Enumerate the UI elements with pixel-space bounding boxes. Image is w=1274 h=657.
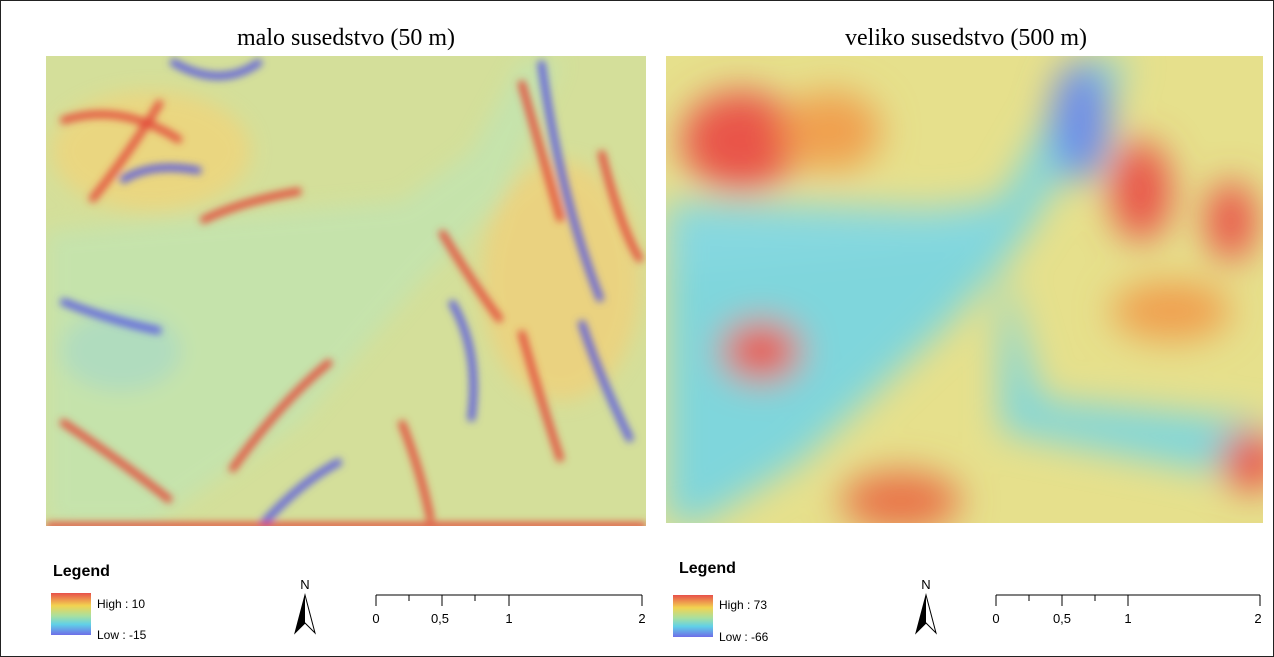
figure: malo susedstvo (50 m) veliko susedstvo (… (0, 0, 1274, 657)
scale-label: 2 (1254, 611, 1261, 626)
scale-bar (996, 595, 1260, 606)
scale-label: 0 (992, 611, 999, 626)
figure-canvas: malo susedstvo (50 m) veliko susedstvo (… (1, 1, 1273, 656)
map-small (46, 56, 646, 526)
north-label: N (300, 577, 309, 592)
scale-label: 2 (638, 611, 645, 626)
scale-label: 0 (372, 611, 379, 626)
scale-label: 1 (1124, 611, 1131, 626)
legend-swatch (673, 595, 713, 637)
panel-title: veliko susedstvo (500 m) (845, 25, 1087, 51)
legend-swatch (51, 593, 91, 635)
map-large (666, 56, 1273, 531)
scale-bar (376, 595, 642, 606)
legend-title: Legend (679, 560, 736, 577)
legend-low: Low : -15 (97, 628, 147, 642)
north-label: N (921, 577, 930, 592)
legend-low: Low : -66 (719, 630, 769, 644)
legend-high: High : 10 (97, 597, 145, 611)
scale-label: 0,5 (1053, 611, 1071, 626)
scale-label: 1 (505, 611, 512, 626)
legend-high: High : 73 (719, 598, 767, 612)
scale-label: 0,5 (431, 611, 449, 626)
legend-title: Legend (53, 563, 110, 580)
panel-title: malo susedstvo (50 m) (237, 25, 455, 51)
